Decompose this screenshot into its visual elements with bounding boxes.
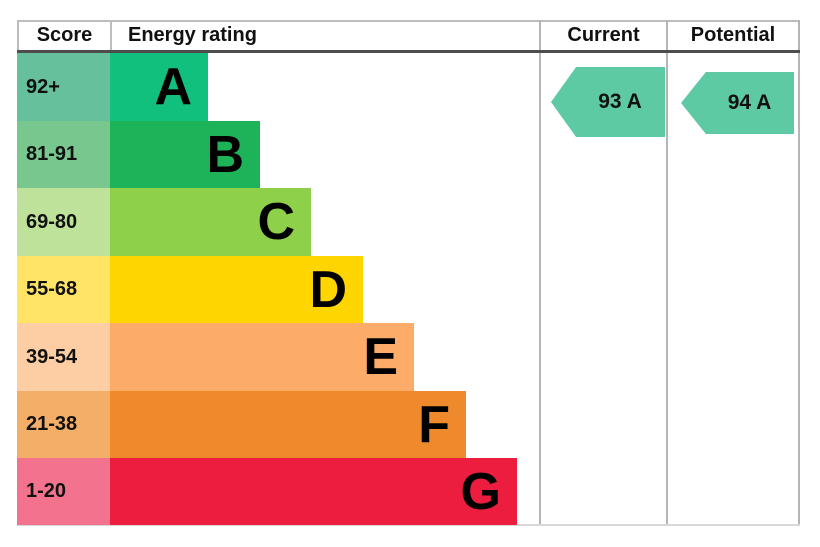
rating-letter: F <box>418 395 450 454</box>
current-rating-value: 93 A <box>598 90 642 113</box>
rating-letter: B <box>206 125 244 184</box>
current-column-header: Current <box>567 24 640 46</box>
rating-row-d: 55-68 D <box>17 256 527 323</box>
potential-rating-arrow: 94 A <box>681 72 794 134</box>
table-right-border <box>798 20 800 526</box>
header-underline <box>17 50 800 53</box>
rating-bar-b: B <box>110 121 260 188</box>
rating-letter: E <box>363 328 398 386</box>
rating-row-a: 92+ A <box>17 53 527 121</box>
score-column-header: Score <box>36 24 93 46</box>
score-band-label: 69-80 <box>17 188 110 256</box>
rating-bar-f: F <box>110 391 466 458</box>
rating-letter: D <box>309 260 347 319</box>
score-band-label: 55-68 <box>17 256 110 323</box>
current-column-border <box>539 20 541 526</box>
table-bottom-border <box>17 524 800 526</box>
potential-column-header: Potential <box>690 24 776 46</box>
rating-bar-d: D <box>110 256 363 323</box>
score-band-label: 92+ <box>17 53 110 121</box>
rating-letter: G <box>460 462 501 521</box>
rating-row-b: 81-91 B <box>17 121 527 188</box>
rating-bar-g: G <box>110 458 517 525</box>
rating-row-g: 1-20 G <box>17 458 527 525</box>
current-rating-arrow: 93 A <box>551 67 665 137</box>
rating-bar-e: E <box>110 323 414 391</box>
energy-rating-column-header: Energy rating <box>128 24 257 46</box>
rating-row-f: 21-38 F <box>17 391 527 458</box>
score-band-label: 81-91 <box>17 121 110 188</box>
header-left-border <box>17 20 19 53</box>
rating-row-c: 69-80 C <box>17 188 527 256</box>
score-band-label: 39-54 <box>17 323 110 391</box>
rating-letter: C <box>257 193 295 251</box>
rating-bar-a: A <box>110 53 208 121</box>
score-header-divider <box>110 20 112 51</box>
rating-bar-c: C <box>110 188 311 256</box>
potential-column-border <box>666 20 668 526</box>
rating-row-e: 39-54 E <box>17 323 527 391</box>
rating-letter: A <box>154 58 192 116</box>
table-top-border <box>17 20 800 22</box>
potential-rating-value: 94 A <box>727 91 772 114</box>
score-band-label: 21-38 <box>17 391 110 458</box>
score-band-label: 1-20 <box>17 458 110 525</box>
